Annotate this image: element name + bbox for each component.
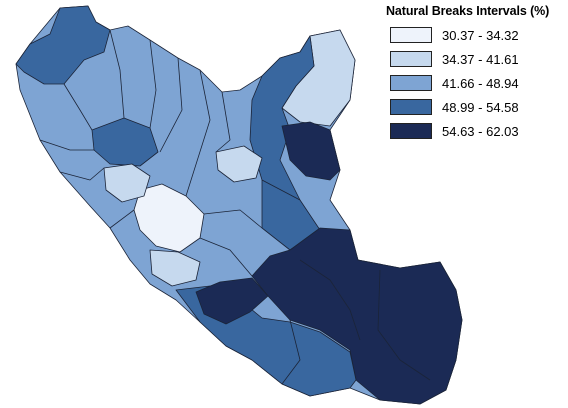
legend-label: 34.37 - 41.61 <box>442 51 519 67</box>
district-boundaries <box>39 29 431 385</box>
region-south-dark <box>195 277 269 325</box>
legend-title: Natural Breaks Intervals (%) <box>386 4 550 18</box>
region-rome-east-light <box>215 145 263 183</box>
legend-swatch <box>390 99 432 115</box>
region-rome-west-light <box>103 163 151 203</box>
legend-label: 41.66 - 48.94 <box>442 75 519 91</box>
legend-item: 34.37 - 41.61 <box>386 48 566 70</box>
region-center-dark <box>91 117 159 167</box>
legend-item: 48.99 - 54.58 <box>386 96 566 118</box>
region-rome-south-light <box>149 249 201 287</box>
region-rome-light <box>133 183 205 253</box>
legend-label: 30.37 - 34.32 <box>442 27 519 43</box>
region-northeast-dark <box>281 121 341 181</box>
legend-label: 54.63 - 62.03 <box>442 123 519 139</box>
legend-item: 41.66 - 48.94 <box>386 72 566 94</box>
legend: Natural Breaks Intervals (%) 30.37 - 34.… <box>386 4 566 144</box>
legend-item: 54.63 - 62.03 <box>386 120 566 142</box>
legend-swatch <box>390 51 432 67</box>
legend-swatch <box>390 123 432 139</box>
legend-label: 48.99 - 54.58 <box>442 99 519 115</box>
legend-swatch <box>390 75 432 91</box>
legend-swatch <box>390 27 432 43</box>
region-southeast-dark <box>251 227 463 405</box>
legend-item: 30.37 - 34.32 <box>386 24 566 46</box>
